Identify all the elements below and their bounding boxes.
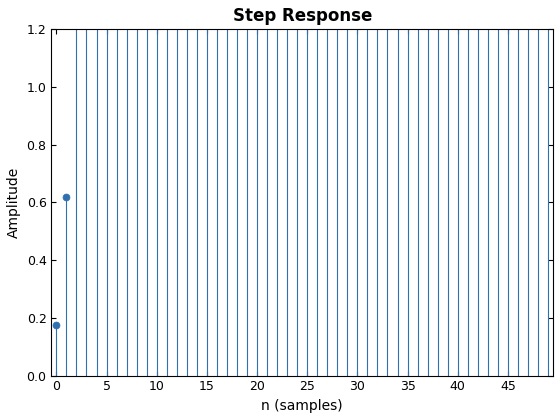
Y-axis label: Amplitude: Amplitude [7, 167, 21, 238]
X-axis label: n (samples): n (samples) [262, 399, 343, 413]
Title: Step Response: Step Response [232, 7, 372, 25]
